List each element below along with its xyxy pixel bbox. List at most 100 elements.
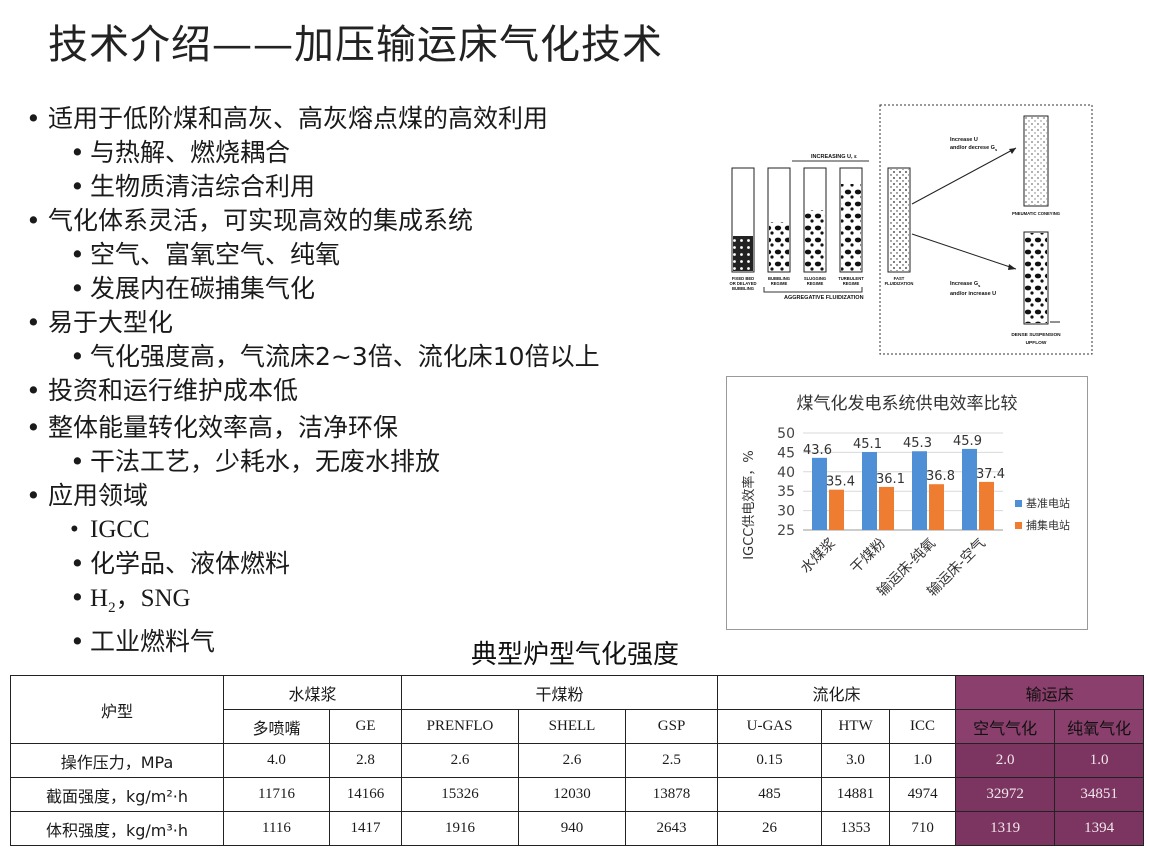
sub-bullet-item: 化学品、液体燃料 [24,547,704,581]
bullet-list: 适用于低阶煤和高灰、高灰熔点煤的高效利用 与热解、燃烧耦合 生物质清洁综合利用 … [24,102,704,659]
data-label: 35.4 [826,475,855,490]
sub-header: GE [328,709,403,744]
table-corner: 炉型 [10,675,224,744]
bar-capture [879,486,894,530]
row-label: 截面强度，kg/m²·h [10,777,224,812]
data-label: 45.1 [853,437,882,452]
table-cell: 2.6 [518,743,627,778]
sub-header: 纯氧气化 [1054,709,1145,744]
h2-sub: 2 [108,600,116,616]
data-label: 36.8 [926,469,955,484]
chart-y-ticks: 25 30 35 40 45 50 [777,426,795,539]
dense-label-2: UPFLOW [1026,340,1047,346]
table-cell: 2.8 [328,743,403,778]
sub-header: 空气气化 [955,709,1056,744]
chart-data-labels: 43.6 35.4 45.1 36.1 45.3 36.8 45.9 37.4 [803,434,1005,490]
table-cell: 2.5 [625,743,719,778]
bar-base [962,448,977,530]
gasification-table: 炉型 水煤浆 干煤粉 流化床 输运床 多喷嘴 GE PRENFLO SHELL … [10,675,1145,846]
table-cell: 1417 [328,811,403,846]
category-label: 干煤粉 [848,536,889,577]
bar-capture [829,489,844,530]
table-cell: 14166 [328,777,403,812]
bar-capture [929,484,944,530]
column-bubbling [767,167,791,273]
aggregative-label: AGGREGATIVE FLUIDIZATION [784,295,864,301]
table-row: 截面强度，kg/m²·h 11716 14166 15326 12030 138… [10,777,1145,812]
table-cell: 2.0 [955,743,1056,778]
table-cell: 710 [889,811,957,846]
sub-header: 多喷嘴 [223,709,330,744]
data-label: 37.4 [976,467,1005,482]
chart-title: 煤气化发电系统供电效率比较 [797,394,1018,414]
regime-label: TURBULENT REGIME [838,276,864,286]
table-cell: 1.0 [889,743,957,778]
column-slugging [803,167,827,273]
sub-bullet-item-h2: H2，SNG [24,581,704,625]
bullet-item: 易于大型化 [24,306,704,340]
h2-rest: ，SNG [115,585,191,612]
group-header: 输运床 [955,675,1145,710]
table-cell: 11716 [223,777,330,812]
table-cell: 1.0 [1054,743,1145,778]
chart-svg: 煤气化发电系统供电效率比较 IGCC供电效率，% 43.6 35.4 45.1 36.… [741,394,1070,600]
bullet-item: 气化体系灵活，可实现高效的集成系统 [24,204,704,238]
table-row: 体积强度，kg/m³·h 1116 1417 1916 940 2643 26 … [10,811,1145,846]
bar-base [912,451,927,530]
table-cell: 4.0 [223,743,330,778]
regime-label: BUBBLING REGIME [768,276,790,286]
dashed-frame [879,104,1093,355]
table-row: 操作压力，MPa 4.0 2.8 2.6 2.6 2.5 0.15 3.0 1.… [10,743,1145,778]
sub-header: ICC [889,709,957,744]
sub-bullet-item: 生物质清洁综合利用 [24,170,704,204]
sub-bullet-item: 工业燃料气 [24,625,704,659]
data-label: 45.3 [903,436,932,451]
y-tick-label: 45 [777,445,795,461]
bar-base [862,452,877,530]
table-cell: 1916 [401,811,520,846]
sub-header: U-GAS [717,709,823,744]
table-cell: 13878 [625,777,719,812]
sub-header: HTW [821,709,891,744]
table-cell: 4974 [889,777,957,812]
legend-label: 捕集电站 [1026,518,1070,532]
sub-bullet-item: 空气、富氧空气、纯氧 [24,238,704,272]
y-tick-label: 50 [777,426,795,442]
y-tick-label: 35 [777,484,795,500]
sub-header: SHELL [518,709,627,744]
sub-header: GSP [625,709,719,744]
legend-label: 基准电站 [1026,496,1070,510]
row-label: 操作压力，MPa [10,743,224,778]
table-cell: 32972 [955,777,1056,812]
legend-swatch [1015,500,1022,507]
table-cell: 1394 [1054,811,1145,846]
sub-bullet-item: 气化强度高，气流床2~3倍、流化床10倍以上 [24,340,704,374]
column-dense-suspension [1023,231,1049,325]
table-header-row: 炉型 水煤浆 干煤粉 流化床 输运床 [10,675,1145,744]
table-cell: 26 [717,811,823,846]
table-cell: 15326 [401,777,520,812]
sub-bullet-item: 发展内在碳捕集气化 [24,272,704,306]
upper-label-1: Increase U [950,137,978,143]
chart-bars [812,448,994,530]
aggregative-bracket [763,287,863,293]
y-tick-label: 40 [777,465,795,481]
pneumatic-label: PNEUMATIC CONEYING [1012,211,1060,216]
data-label: 36.1 [876,472,905,487]
table-cell: 34851 [1054,777,1145,812]
dense-label-1: DENSE SUSPENSION [1011,332,1061,338]
sub-header: PRENFLO [401,709,520,744]
group-header: 干煤粉 [401,675,719,710]
table-cell: 12030 [518,777,627,812]
upper-arrow [911,147,1017,205]
bar-base [812,457,827,530]
column-turbulent [839,167,863,273]
table-cell: 14881 [821,777,891,812]
upper-arrow-head [1009,148,1016,154]
regime-label: FIXED BED OR DELAYED BUBBLING [729,276,756,291]
table-cell: 1353 [821,811,891,846]
regime-label: SLUGGING REGIME [804,276,826,286]
table-cell: 1116 [223,811,330,846]
